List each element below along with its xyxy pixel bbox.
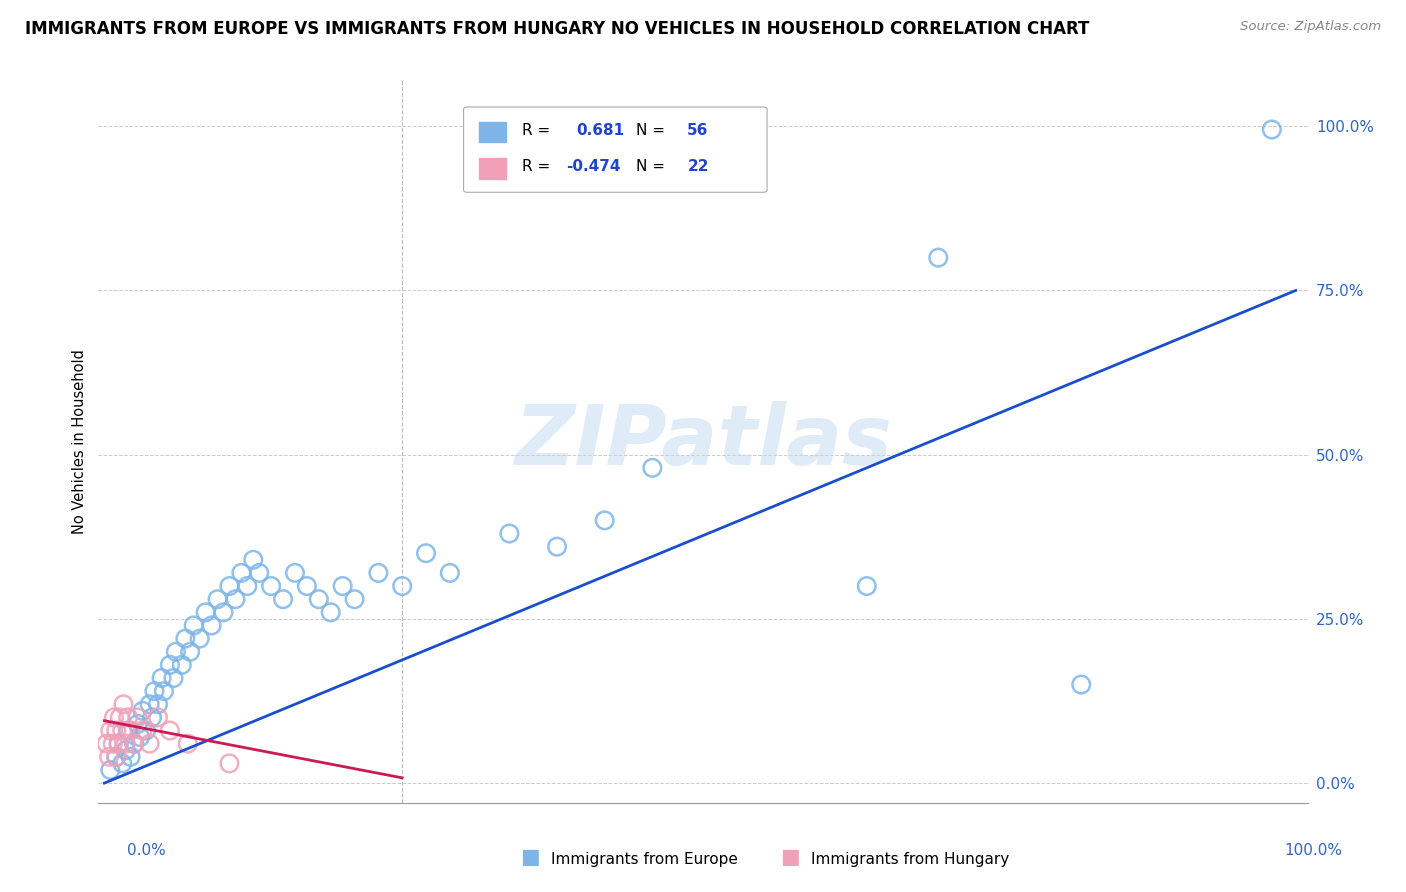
Point (141, 710, 163, 724)
Point (146, 698, 169, 712)
Point (143, 684, 166, 698)
Point (112, 698, 135, 712)
Point (131, 704, 153, 718)
Point (150, 671, 173, 685)
Y-axis label: No Vehicles in Household: No Vehicles in Household (72, 349, 87, 534)
Point (247, 566, 270, 580)
Point (546, 540, 568, 554)
Point (284, 566, 307, 580)
Point (162, 671, 184, 685)
Point (367, 566, 389, 580)
Point (295, 579, 318, 593)
Point (271, 592, 294, 607)
Point (308, 592, 330, 607)
Point (146, 710, 169, 724)
Point (498, 526, 520, 541)
Point (231, 566, 253, 580)
Text: Immigrants from Hungary: Immigrants from Hungary (811, 852, 1010, 867)
Point (98, 763, 121, 777)
Text: 0.0%: 0.0% (127, 843, 166, 858)
Point (177, 737, 200, 751)
Point (131, 723, 153, 738)
Point (105, 723, 128, 738)
Point (174, 632, 197, 646)
Point (108, 710, 131, 724)
Point (224, 592, 246, 607)
Point (236, 579, 259, 593)
Point (107, 737, 129, 751)
Point (1261, 122, 1284, 136)
Point (415, 546, 437, 560)
Point (593, 513, 616, 527)
Point (120, 723, 142, 738)
Text: R =: R = (522, 123, 555, 138)
Point (114, 743, 136, 757)
Point (111, 723, 134, 738)
Point (319, 605, 342, 619)
Point (212, 605, 235, 619)
Point (120, 749, 142, 764)
Point (122, 737, 145, 751)
Point (332, 579, 354, 593)
Point (135, 723, 157, 738)
Text: ■: ■ (780, 847, 800, 867)
Point (927, 251, 949, 265)
Text: 100.0%: 100.0% (1285, 843, 1343, 858)
Point (159, 657, 181, 672)
Point (194, 605, 217, 619)
Text: ZIPatlas: ZIPatlas (515, 401, 891, 482)
Point (105, 749, 128, 764)
Point (107, 737, 129, 751)
Point (98, 749, 121, 764)
Text: N =: N = (637, 160, 671, 175)
Point (242, 553, 264, 567)
Point (856, 579, 879, 593)
Point (188, 632, 211, 646)
Point (200, 618, 222, 632)
Point (105, 749, 128, 764)
Bar (479, 158, 506, 178)
Point (127, 717, 149, 731)
Text: N =: N = (637, 123, 671, 138)
Text: -0.474: -0.474 (567, 160, 621, 175)
Point (207, 592, 229, 607)
Point (138, 737, 160, 751)
Point (127, 710, 149, 724)
Point (343, 592, 366, 607)
Point (96, 737, 118, 751)
Point (153, 684, 176, 698)
Point (260, 579, 283, 593)
Point (111, 756, 134, 771)
Point (117, 723, 139, 738)
Point (101, 737, 124, 751)
Bar (479, 121, 506, 143)
Point (1070, 677, 1092, 691)
Point (122, 737, 145, 751)
Point (159, 723, 181, 738)
Point (218, 579, 240, 593)
Point (98, 723, 121, 738)
Point (439, 566, 461, 580)
Point (103, 710, 125, 724)
Point (641, 460, 664, 475)
Point (114, 737, 136, 751)
Point (391, 579, 413, 593)
Text: Source: ZipAtlas.com: Source: ZipAtlas.com (1240, 20, 1381, 33)
Point (129, 730, 152, 744)
Text: 0.681: 0.681 (576, 123, 624, 138)
Text: 22: 22 (688, 160, 709, 175)
Point (179, 645, 201, 659)
Text: IMMIGRANTS FROM EUROPE VS IMMIGRANTS FROM HUNGARY NO VEHICLES IN HOUSEHOLD CORRE: IMMIGRANTS FROM EUROPE VS IMMIGRANTS FRO… (25, 20, 1090, 37)
FancyBboxPatch shape (464, 107, 768, 193)
Text: 56: 56 (688, 123, 709, 138)
Point (117, 710, 139, 724)
Text: ■: ■ (520, 847, 540, 867)
Point (218, 756, 240, 771)
Point (183, 618, 205, 632)
Text: Immigrants from Europe: Immigrants from Europe (551, 852, 738, 867)
Text: R =: R = (522, 160, 555, 175)
Point (138, 698, 160, 712)
Point (165, 645, 187, 659)
Point (170, 657, 193, 672)
